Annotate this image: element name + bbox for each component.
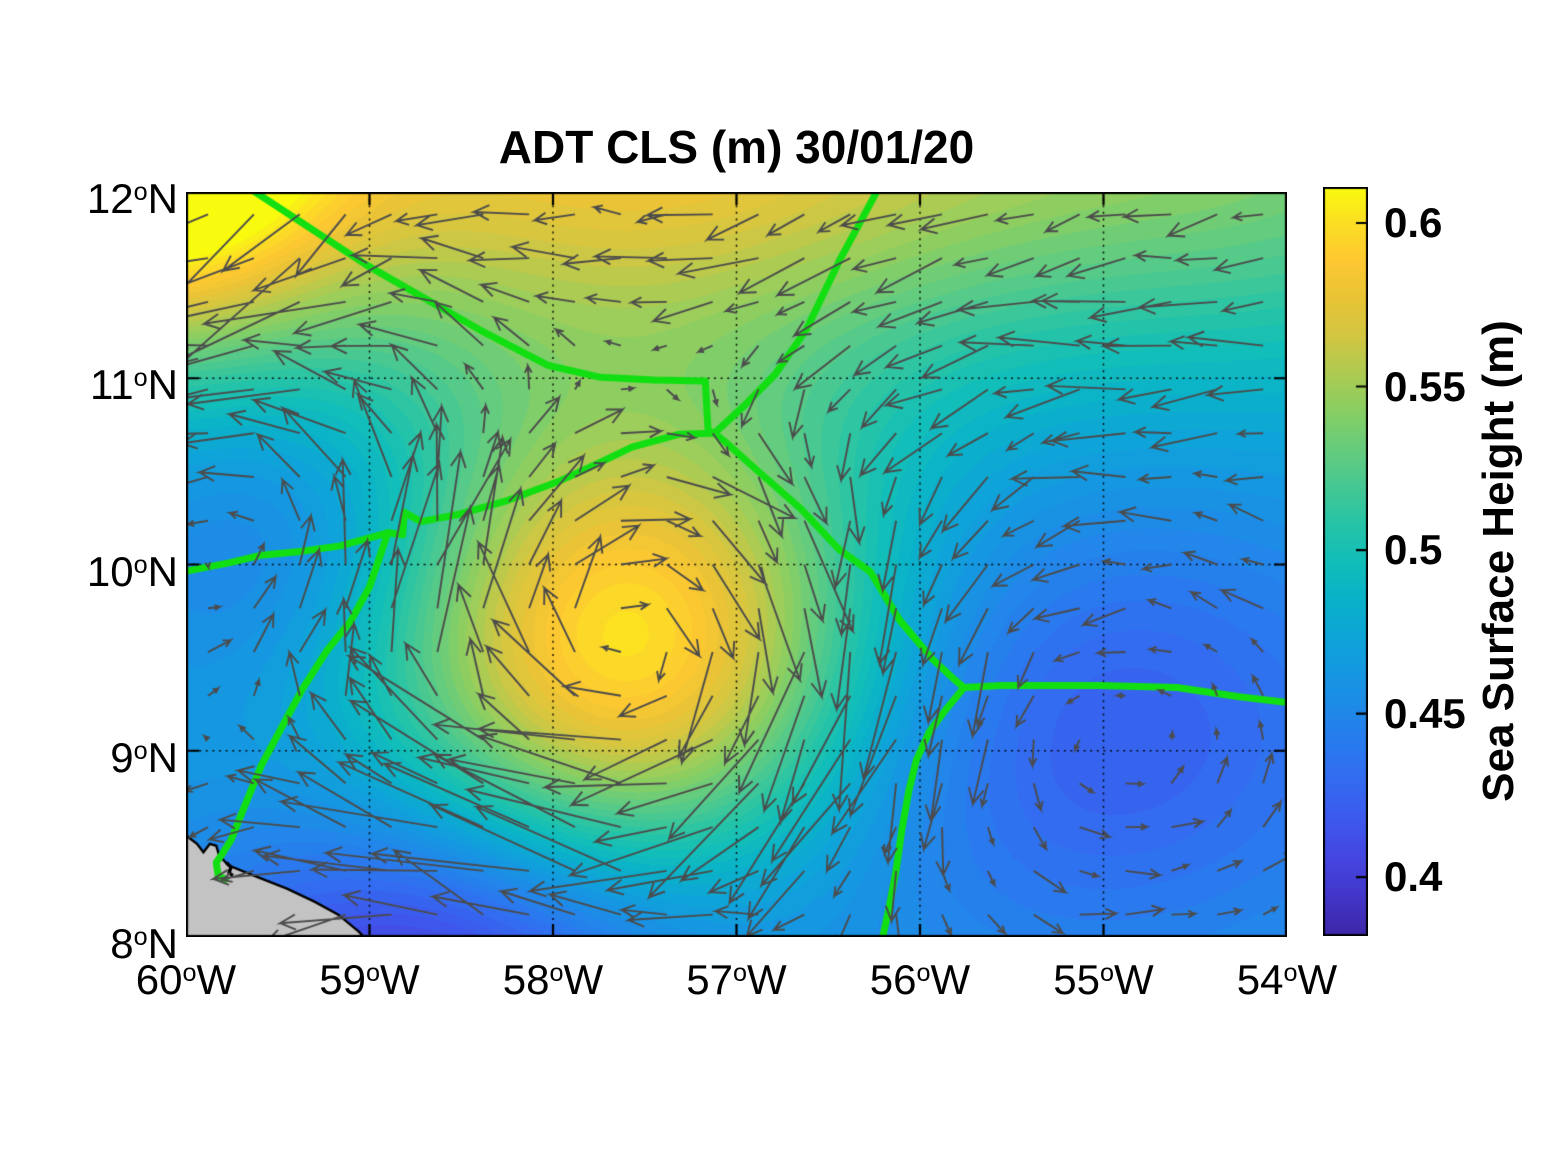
x-tick-label: 54oW <box>1236 956 1338 1004</box>
colorbar-title: Sea Surface Height (m) <box>1474 320 1523 802</box>
colorbar-tick-label: 0.6 <box>1384 198 1443 246</box>
y-tick-label: 11oN <box>90 361 178 409</box>
x-tick-label: 56oW <box>869 956 971 1004</box>
map-canvas <box>186 192 1287 937</box>
plot-title: ADT CLS (m) 30/01/20 <box>498 121 975 173</box>
colorbar-tick-label: 0.4 <box>1384 853 1443 901</box>
y-tick-label: 9oN <box>110 733 178 781</box>
colorbar-tick-label: 0.45 <box>1384 689 1466 737</box>
y-tick-label: 12oN <box>86 175 178 223</box>
y-tick-label: 8oN <box>110 920 178 968</box>
colorbar-tick-label: 0.5 <box>1384 526 1443 574</box>
colorbar-gradient <box>1323 187 1368 936</box>
x-tick-label: 59oW <box>319 956 420 1004</box>
x-tick-label: 57oW <box>686 956 787 1004</box>
colorbar-tick-label: 0.55 <box>1384 362 1466 410</box>
x-tick-label: 60oW <box>135 956 237 1004</box>
x-tick-label: 55oW <box>1053 956 1154 1004</box>
y-tick-label: 10oN <box>86 547 178 595</box>
x-tick-label: 58oW <box>502 956 604 1004</box>
